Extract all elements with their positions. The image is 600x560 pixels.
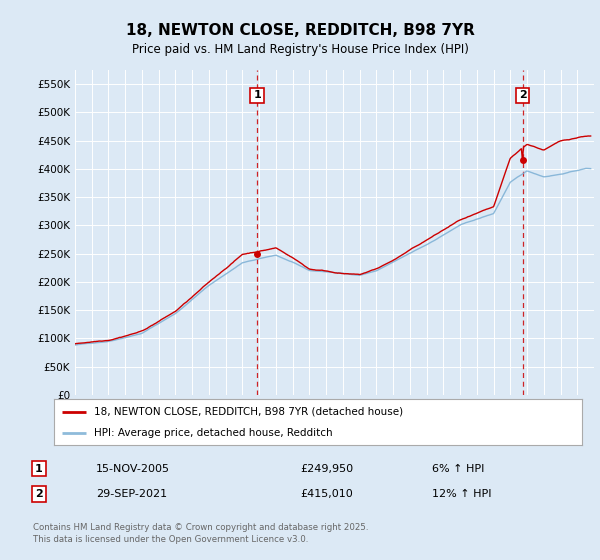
Text: 18, NEWTON CLOSE, REDDITCH, B98 7YR (detached house): 18, NEWTON CLOSE, REDDITCH, B98 7YR (det… [94,407,403,417]
Text: 1: 1 [253,90,261,100]
Text: 12% ↑ HPI: 12% ↑ HPI [432,489,491,499]
Text: 2: 2 [519,90,527,100]
Text: 1: 1 [35,464,43,474]
Text: Contains HM Land Registry data © Crown copyright and database right 2025.
This d: Contains HM Land Registry data © Crown c… [33,522,368,544]
Text: £415,010: £415,010 [300,489,353,499]
Text: £249,950: £249,950 [300,464,353,474]
Text: 15-NOV-2005: 15-NOV-2005 [96,464,170,474]
Text: HPI: Average price, detached house, Redditch: HPI: Average price, detached house, Redd… [94,428,332,438]
Text: 18, NEWTON CLOSE, REDDITCH, B98 7YR: 18, NEWTON CLOSE, REDDITCH, B98 7YR [125,24,475,38]
Text: Price paid vs. HM Land Registry's House Price Index (HPI): Price paid vs. HM Land Registry's House … [131,43,469,56]
Text: 6% ↑ HPI: 6% ↑ HPI [432,464,484,474]
Text: 2: 2 [35,489,43,499]
Text: 29-SEP-2021: 29-SEP-2021 [96,489,167,499]
